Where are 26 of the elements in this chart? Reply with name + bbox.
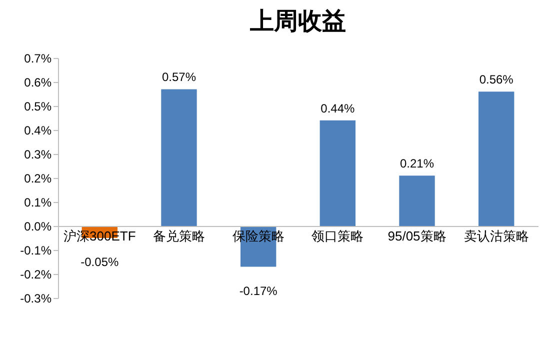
bar (161, 89, 197, 226)
bar (320, 120, 356, 226)
y-tick-label: 0.4% (24, 124, 52, 138)
y-tick-label: -0.2% (20, 268, 52, 282)
chart-title: 上周收益 (249, 8, 346, 35)
data-label: -0.05% (80, 255, 119, 269)
y-tick-label: 0.6% (24, 76, 52, 90)
x-tick-label: 卖认沽策略 (464, 228, 529, 244)
y-tick-label: 0.3% (24, 148, 52, 162)
data-label: -0.17% (239, 284, 278, 298)
y-tick-label: 0.2% (24, 172, 52, 186)
x-tick-label: 领口策略 (312, 228, 364, 244)
y-tick-label: 0.1% (24, 196, 52, 210)
y-tick-label: -0.1% (20, 244, 52, 258)
x-tick-label: 备兑策略 (152, 228, 205, 244)
y-tick-label: -0.3% (20, 292, 52, 306)
data-label: 0.56% (479, 72, 514, 87)
data-label: 0.21% (400, 156, 434, 171)
bar (478, 92, 514, 226)
data-label: 0.57% (162, 70, 196, 84)
data-label: 0.44% (320, 101, 356, 116)
x-tick-label: 95/05策略 (388, 228, 446, 244)
y-tick-label: 0.7% (24, 52, 52, 66)
y-tick-label: 0.5% (24, 100, 52, 114)
y-tick-label: 0.0% (24, 220, 52, 234)
bar (399, 176, 435, 226)
